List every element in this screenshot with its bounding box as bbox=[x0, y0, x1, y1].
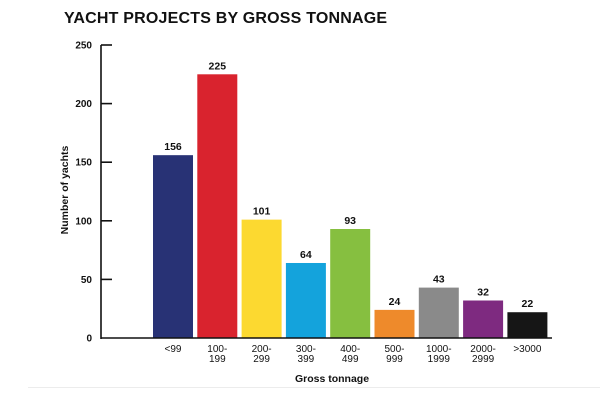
x-tick-label: >3000 bbox=[513, 344, 542, 355]
x-tick-label-line2: 499 bbox=[342, 354, 359, 365]
y-tick-label: 250 bbox=[75, 41, 92, 52]
bar bbox=[463, 300, 504, 338]
y-tick-label: 200 bbox=[75, 99, 92, 110]
x-tick-label: 400- bbox=[340, 344, 360, 355]
x-tick-label-line2: 1999 bbox=[428, 354, 451, 365]
x-tick-label: 2000- bbox=[470, 344, 496, 355]
x-tick-label-line2: 2999 bbox=[472, 354, 495, 365]
x-tick-label: 300- bbox=[296, 344, 316, 355]
y-tick-label: 50 bbox=[81, 275, 93, 286]
footer-divider bbox=[28, 387, 600, 388]
bar bbox=[330, 229, 371, 338]
x-tick-label-line2: 199 bbox=[209, 354, 226, 365]
x-tick-label: 1000- bbox=[426, 344, 452, 355]
x-tick-label: 200- bbox=[252, 344, 272, 355]
x-tick-label: 100- bbox=[207, 344, 227, 355]
x-axis: <99 100-199 200-299 300-399 400-499 500-999 10… bbox=[101, 337, 552, 365]
y-tick-label: 0 bbox=[86, 334, 92, 345]
bar-value-label: 24 bbox=[389, 296, 401, 308]
y-tick-label: 150 bbox=[75, 158, 92, 169]
bar bbox=[507, 312, 548, 338]
bar bbox=[418, 287, 459, 338]
y-axis-title: Number of yachts bbox=[59, 145, 71, 234]
x-tick-label: 500- bbox=[384, 344, 404, 355]
bar-value-label: 225 bbox=[209, 60, 227, 72]
bar-value-label: 32 bbox=[477, 286, 489, 298]
x-tick-label: <99 bbox=[165, 344, 182, 355]
x-tick-label-line2: 999 bbox=[386, 354, 403, 365]
bar-value-label: 43 bbox=[433, 274, 445, 286]
x-tick-label-line2: 299 bbox=[253, 354, 270, 365]
y-axis: 0 50 100 150 200 250 bbox=[75, 41, 112, 345]
bar-value-label: 156 bbox=[164, 141, 182, 153]
y-tick-label: 100 bbox=[75, 216, 92, 227]
bar bbox=[374, 309, 415, 338]
bar-value-label: 22 bbox=[522, 298, 534, 310]
bar bbox=[285, 262, 326, 338]
bar bbox=[241, 219, 282, 338]
bar bbox=[153, 155, 193, 338]
bar-value-label: 93 bbox=[344, 215, 356, 227]
chart-title: YACHT PROJECTS BY GROSS TONNAGE bbox=[64, 10, 388, 27]
bars: 156 225 101 64 93 24 43 32 22 bbox=[153, 60, 548, 339]
bar-value-label: 64 bbox=[300, 249, 312, 261]
x-tick-label-line2: 399 bbox=[298, 354, 315, 365]
bar bbox=[197, 74, 238, 339]
x-axis-title: Gross tonnage bbox=[295, 373, 369, 385]
bar-value-label: 101 bbox=[253, 206, 271, 218]
